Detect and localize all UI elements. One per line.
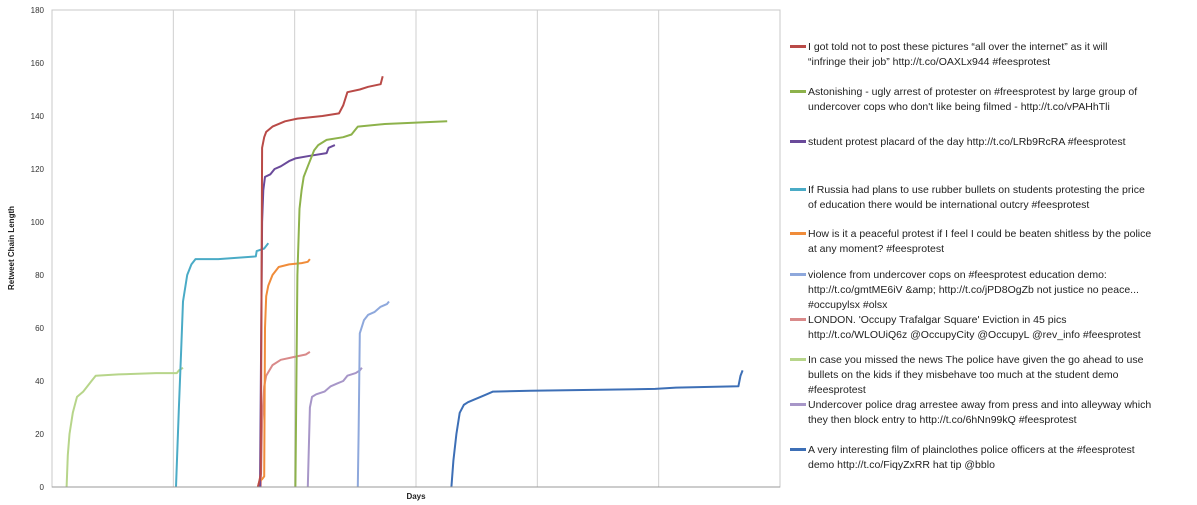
y-tick-label: 140 bbox=[31, 112, 45, 121]
series-line bbox=[306, 367, 363, 488]
series-line bbox=[259, 351, 311, 488]
legend-label: If Russia had plans to use rubber bullet… bbox=[808, 184, 1145, 211]
chart: 0 20 40 60 80 100 120 140 160 180 Days Retweet Ch… bbox=[7, 6, 781, 501]
legend-swatch bbox=[790, 403, 806, 406]
legend-swatch bbox=[790, 273, 806, 276]
legend-swatch bbox=[790, 448, 806, 451]
legend-label: Undercover police drag arrestee away fro… bbox=[808, 399, 1152, 426]
y-tick-label: 20 bbox=[35, 430, 44, 439]
legend-label: LONDON. 'Occupy Trafalgar Square' Evicti… bbox=[808, 314, 1141, 341]
series-line bbox=[256, 258, 311, 488]
series-line bbox=[259, 144, 336, 488]
series-lines bbox=[65, 76, 744, 488]
legend-swatch bbox=[790, 45, 806, 48]
y-tick-label: 40 bbox=[35, 377, 44, 386]
y-tick-label: 0 bbox=[40, 483, 45, 492]
legend-swatch bbox=[790, 358, 806, 361]
y-axis-title: Retweet Chain Length bbox=[7, 206, 16, 290]
legend-swatch bbox=[790, 318, 806, 321]
y-tick-label: 60 bbox=[35, 324, 44, 333]
legend-swatch bbox=[790, 140, 806, 143]
series-line bbox=[175, 242, 270, 488]
legend-swatch bbox=[790, 188, 806, 191]
y-tick-label: 80 bbox=[35, 271, 44, 280]
legend-label: Astonishing - ugly arrest of protester o… bbox=[808, 86, 1138, 113]
y-tick-label: 100 bbox=[31, 218, 45, 227]
y-axis-ticks: 0 20 40 60 80 100 120 140 160 180 bbox=[31, 6, 45, 492]
legend-label: How is it a peaceful protest if I feel I… bbox=[808, 228, 1152, 255]
series-line bbox=[356, 300, 390, 488]
series-line bbox=[256, 76, 384, 488]
legend-label: In case you missed the news The police h… bbox=[808, 354, 1144, 396]
vertical-grid-lines bbox=[172, 10, 660, 487]
y-tick-label: 180 bbox=[31, 6, 45, 15]
legend-label: A very interesting film of plainclothes … bbox=[808, 444, 1135, 471]
legend-swatch bbox=[790, 232, 806, 235]
series-line bbox=[294, 120, 448, 488]
y-tick-label: 160 bbox=[31, 59, 45, 68]
y-tick-label: 120 bbox=[31, 165, 45, 174]
legend-label: I got told not to post these pictures “a… bbox=[808, 41, 1108, 68]
legend-label: violence from undercover cops on #feespr… bbox=[808, 269, 1139, 311]
series-line bbox=[450, 370, 744, 488]
series-line bbox=[65, 366, 184, 488]
x-axis-title: Days bbox=[406, 492, 426, 501]
legend-swatch bbox=[790, 90, 806, 93]
legend-label: student protest placard of the day http:… bbox=[808, 136, 1126, 148]
